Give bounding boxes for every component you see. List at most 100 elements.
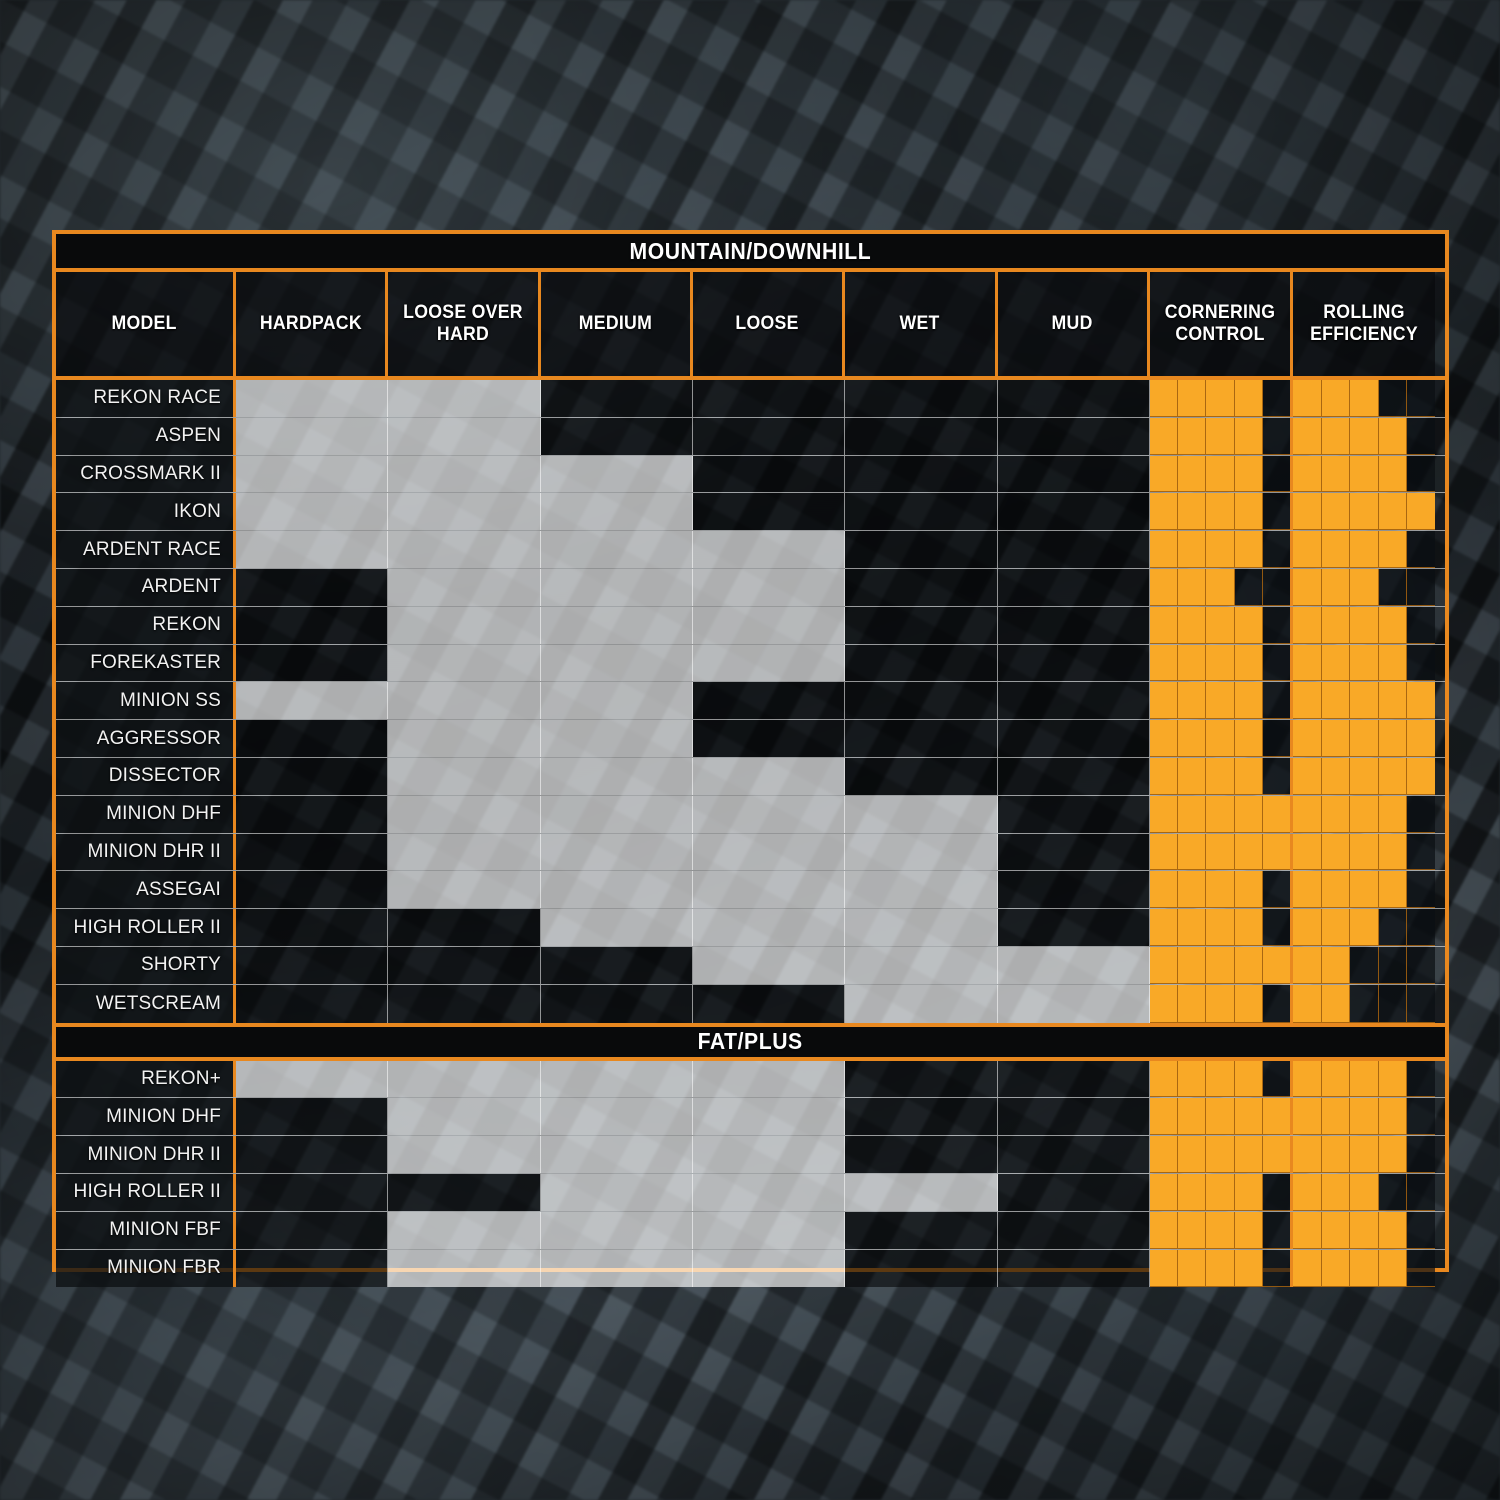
rating-pip xyxy=(1150,757,1179,795)
rating-rolling-efficiency xyxy=(1293,909,1435,946)
rating-pip xyxy=(1378,455,1408,493)
rating-pip xyxy=(1407,568,1435,606)
rating-pip xyxy=(1206,644,1235,682)
rating-pip xyxy=(1407,1173,1435,1211)
rating-rolling-efficiency xyxy=(1293,1173,1435,1211)
rating-pip xyxy=(1321,757,1351,795)
terrain-cell-mud xyxy=(998,1098,1150,1136)
rating-pip xyxy=(1234,909,1263,946)
terrain-cell-loose-over-hard xyxy=(388,1136,541,1173)
rating-pip xyxy=(1178,531,1207,568)
terrain-cell-medium xyxy=(541,1098,693,1136)
terrain-cell-medium xyxy=(541,682,693,720)
rating-pip xyxy=(1150,1098,1179,1136)
terrain-cell-medium xyxy=(541,871,693,909)
column-header-mud: MUD xyxy=(998,272,1150,376)
rating-pip xyxy=(1293,833,1322,871)
rating-pip xyxy=(1178,1173,1207,1211)
model-name-cell: MINION DHR II xyxy=(56,1136,236,1173)
terrain-cell-loose-over-hard xyxy=(388,682,541,720)
rating-pip xyxy=(1350,455,1379,493)
rating-pip xyxy=(1293,1098,1322,1136)
terrain-cell-hardpack xyxy=(236,531,388,568)
terrain-cell-loose xyxy=(693,757,845,795)
rating-pip xyxy=(1234,493,1263,531)
terrain-cell-loose-over-hard xyxy=(388,1098,541,1136)
model-name-cell: MINION DHF xyxy=(56,1098,236,1136)
rating-pip xyxy=(1407,795,1435,833)
rating-pip xyxy=(1293,984,1322,1023)
rating-pip xyxy=(1407,644,1435,682)
rating-pip xyxy=(1206,380,1235,417)
rating-pip xyxy=(1206,1098,1235,1136)
rating-pip xyxy=(1206,1249,1235,1288)
rating-pip xyxy=(1234,455,1263,493)
terrain-cell-loose xyxy=(693,1136,845,1173)
model-name-cell: FOREKASTER xyxy=(56,644,236,682)
rating-cornering-control xyxy=(1150,531,1293,568)
terrain-cell-hardpack xyxy=(236,493,388,531)
table-row: ASSEGAI xyxy=(56,871,1445,910)
terrain-cell-hardpack xyxy=(236,568,388,606)
terrain-cell-wet xyxy=(845,1211,998,1249)
terrain-cell-medium xyxy=(541,455,693,493)
terrain-cell-hardpack xyxy=(236,720,388,757)
model-name-label: MINION DHR II xyxy=(87,840,221,862)
terrain-cell-mud xyxy=(998,1211,1150,1249)
terrain-cell-loose xyxy=(693,1098,845,1136)
rating-pip xyxy=(1206,1211,1235,1249)
rating-pip xyxy=(1293,606,1322,644)
model-name-cell: ASPEN xyxy=(56,417,236,455)
rating-pip xyxy=(1321,1136,1351,1173)
terrain-cell-hardpack xyxy=(236,795,388,833)
rating-pip xyxy=(1150,795,1179,833)
rating-pip xyxy=(1150,1060,1179,1098)
terrain-cell-loose-over-hard xyxy=(388,871,541,909)
rating-pip xyxy=(1262,871,1291,909)
rating-pip xyxy=(1407,720,1435,757)
model-name-label: FOREKASTER xyxy=(90,651,221,673)
terrain-cell-hardpack xyxy=(236,1211,388,1249)
terrain-cell-hardpack xyxy=(236,871,388,909)
terrain-cell-loose-over-hard xyxy=(388,984,541,1023)
rating-cornering-control xyxy=(1150,909,1293,946)
rating-cornering-control xyxy=(1150,720,1293,757)
model-name-label: WETSCREAM xyxy=(95,992,221,1014)
terrain-cell-medium xyxy=(541,606,693,644)
rating-rolling-efficiency xyxy=(1293,644,1435,682)
rating-pip xyxy=(1206,606,1235,644)
rating-pip xyxy=(1350,1249,1379,1288)
rating-pip xyxy=(1262,1173,1291,1211)
rating-cornering-control xyxy=(1150,493,1293,531)
terrain-cell-wet xyxy=(845,720,998,757)
rating-rolling-efficiency xyxy=(1293,1136,1435,1173)
terrain-cell-mud xyxy=(998,720,1150,757)
model-name-cell: ARDENT xyxy=(56,568,236,606)
rating-pip xyxy=(1350,720,1379,757)
column-header-cornering-control: CORNERING CONTROL xyxy=(1150,272,1293,376)
table-row: MINION DHF xyxy=(56,1098,1445,1137)
rating-cornering-control xyxy=(1150,1060,1293,1098)
model-name-label: SHORTY xyxy=(140,954,221,976)
rating-pip xyxy=(1206,531,1235,568)
rating-pip xyxy=(1350,984,1379,1023)
rating-pip xyxy=(1378,493,1408,531)
rating-pip xyxy=(1178,833,1207,871)
rating-pip xyxy=(1407,909,1435,946)
rating-pip xyxy=(1378,644,1408,682)
rating-pip xyxy=(1321,984,1351,1023)
rating-rolling-efficiency xyxy=(1293,1211,1435,1249)
rating-pip xyxy=(1293,493,1322,531)
terrain-cell-loose xyxy=(693,606,845,644)
rating-pip xyxy=(1321,1173,1351,1211)
terrain-cell-medium xyxy=(541,757,693,795)
terrain-cell-wet xyxy=(845,833,998,871)
rating-pip xyxy=(1293,946,1322,984)
table-body-mountain-downhill: REKON RACE ASPEN CROSSMARK II IKON ARDENT RA… xyxy=(56,380,1445,1023)
rating-pip xyxy=(1206,984,1235,1023)
terrain-cell-loose-over-hard xyxy=(388,380,541,417)
model-name-cell: ARDENT RACE xyxy=(56,531,236,568)
terrain-cell-medium xyxy=(541,1136,693,1173)
rating-pip xyxy=(1262,946,1291,984)
rating-cornering-control xyxy=(1150,1173,1293,1211)
